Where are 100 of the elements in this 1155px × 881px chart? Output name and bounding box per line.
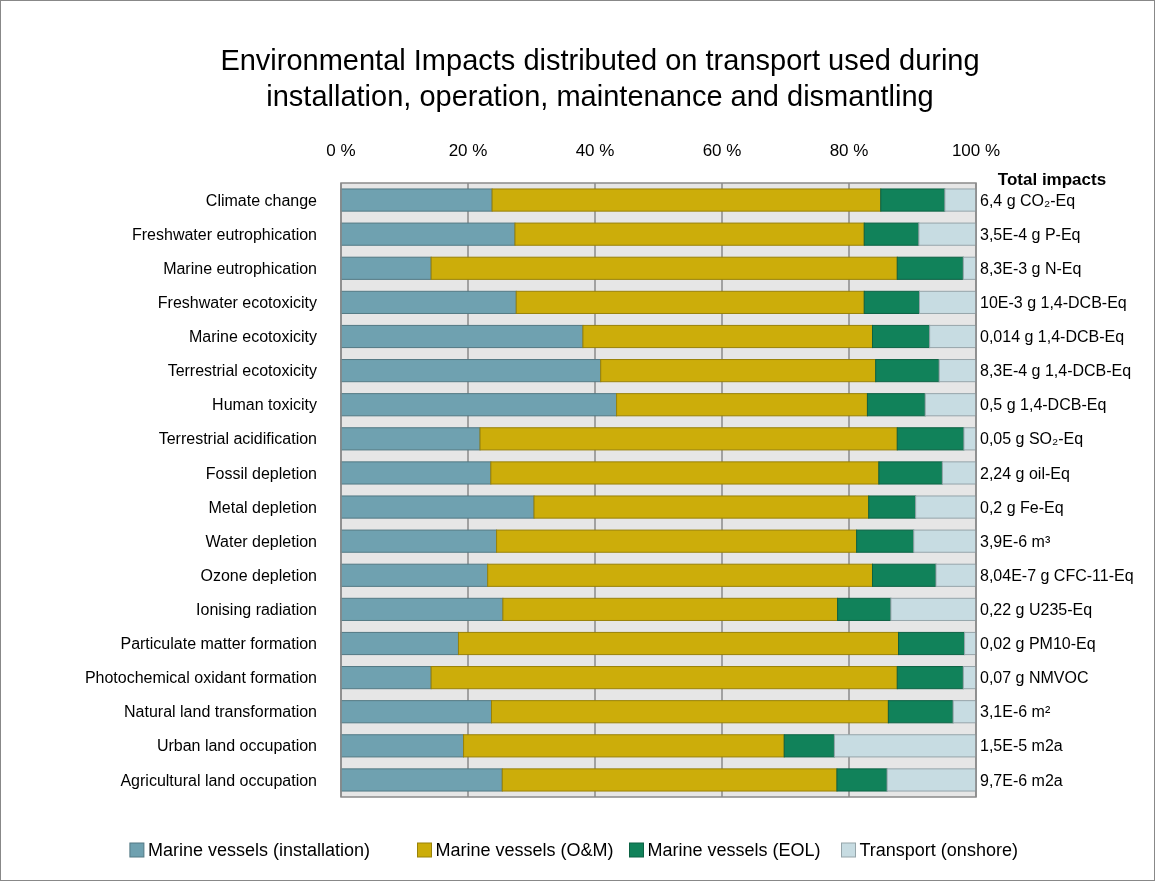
bar	[837, 597, 892, 621]
y-tick-label: Photochemical oxidant formation	[84, 669, 317, 687]
y-tick-label: Human toxicity	[212, 396, 317, 414]
bar	[872, 563, 937, 587]
bar	[502, 597, 839, 621]
text: 8,04E-7 g CFC-11-Eq	[980, 566, 1134, 584]
text: 9,7E-6 m2a	[980, 771, 1063, 789]
y-tick-label: Ozone depletion	[200, 566, 317, 584]
bar	[938, 359, 977, 383]
bar	[340, 768, 503, 792]
bar	[501, 768, 838, 792]
bar	[340, 597, 504, 621]
bar	[875, 359, 940, 383]
y-tick-label: Marine ecotoxicity	[188, 328, 317, 346]
y-tick-label: Freshwater ecotoxicity	[157, 293, 317, 311]
bar	[496, 529, 858, 553]
legend-label: Marine vessels (EOL)	[647, 840, 821, 861]
bar	[616, 393, 868, 417]
bar	[340, 359, 602, 383]
legend-label: Marine vessels (installation)	[147, 840, 370, 861]
y-tick-label: Freshwater eutrophication	[132, 225, 317, 243]
bar	[463, 734, 785, 758]
text: 3,5E-4 g P-Eq	[980, 225, 1081, 243]
bar	[896, 427, 965, 451]
bar	[340, 324, 584, 349]
text: 10E-3 g 1,4-DCB-Eq	[980, 293, 1127, 311]
bar	[340, 222, 516, 246]
bar	[918, 222, 977, 246]
text: 0,5 g 1,4-DCB-Eq	[980, 396, 1107, 414]
bar	[487, 563, 873, 587]
x-tick-label: 80 %	[829, 141, 869, 160]
bar	[952, 700, 977, 724]
bar	[898, 631, 966, 656]
y-tick-label: Particulate matter formation	[120, 635, 317, 653]
text: 3,9E-6 m³	[980, 532, 1051, 550]
y-tick-label: Ionising radiation	[196, 600, 317, 618]
bar	[340, 461, 492, 485]
bar	[890, 597, 977, 621]
bar	[929, 324, 977, 349]
bar	[340, 631, 459, 656]
bar	[491, 700, 889, 724]
bar	[836, 768, 888, 792]
bar	[783, 734, 835, 758]
y-tick-label: Fossil depletion	[205, 464, 317, 482]
bar	[533, 495, 870, 519]
y-tick-label: Water depletion	[205, 532, 317, 550]
bar	[340, 666, 432, 690]
bar	[340, 563, 489, 587]
bar	[918, 290, 977, 314]
bar	[896, 666, 964, 690]
chart-title: Environmental Impacts distributed on transport used during installation, operation, maintenance and dismantling	[220, 44, 980, 112]
bar	[340, 188, 493, 212]
bar	[515, 290, 865, 314]
bar	[887, 700, 954, 724]
text: 6,4 g CO₂-Eq	[980, 191, 1076, 209]
text: 2,24 g oil-Eq	[980, 464, 1070, 482]
text: 1,5E-5 m2a	[980, 737, 1063, 755]
x-tick-label: 100 %	[951, 141, 1001, 160]
bar	[833, 734, 977, 758]
text: 0,014 g 1,4-DCB-Eq	[980, 328, 1125, 346]
bar	[514, 222, 865, 246]
bar	[886, 768, 977, 792]
bar	[490, 461, 880, 485]
y-tick-label: Urban land occupation	[156, 737, 317, 755]
y-tick-label: Natural land transformation	[124, 703, 317, 721]
bar	[340, 427, 481, 451]
bar	[913, 529, 977, 553]
text: 8,3E-3 g N-Eq	[980, 259, 1082, 277]
text: 0,22 g U235-Eq	[980, 600, 1093, 618]
text: 0,07 g NMVOC	[980, 669, 1089, 687]
bar	[878, 461, 943, 485]
text: 8,3E-4 g 1,4-DCB-Eq	[980, 362, 1132, 380]
bar	[863, 222, 920, 246]
bar	[340, 495, 535, 519]
legend-label: Marine vessels (O&M)	[435, 840, 614, 861]
bar	[340, 256, 432, 280]
y-tick-label: Marine eutrophication	[163, 259, 317, 277]
text: 0,05 g SO₂-Eq	[980, 430, 1084, 448]
bar	[582, 324, 873, 349]
bar	[941, 461, 977, 485]
bar	[600, 359, 877, 383]
bar	[866, 393, 926, 417]
y2-axis-title: Total impacts	[997, 170, 1107, 189]
bar	[457, 631, 900, 656]
bar	[430, 666, 898, 690]
text: 0,2 g Fe-Eq	[980, 498, 1064, 516]
bar	[491, 188, 882, 212]
bar	[479, 427, 898, 451]
y-tick-label: Climate change	[205, 191, 318, 209]
legend-label: Transport (onshore)	[859, 840, 1018, 861]
x-tick-label: 40 %	[575, 141, 615, 160]
bar	[340, 529, 498, 553]
bar	[896, 256, 964, 280]
y-tick-label: Terrestrial ecotoxicity	[167, 362, 317, 380]
bar	[935, 563, 977, 587]
bar	[880, 188, 946, 212]
bar	[872, 324, 931, 349]
bar	[963, 427, 977, 451]
x-tick-label: 20 %	[448, 141, 488, 160]
bar	[340, 290, 517, 314]
